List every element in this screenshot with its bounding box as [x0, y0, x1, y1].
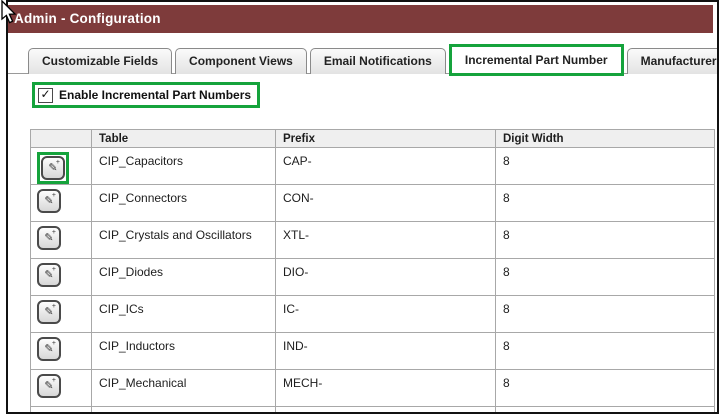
tab-bar: Customizable Fields Component Views Email … [28, 44, 717, 76]
cell-digit-width: 8 [495, 147, 715, 185]
edit-pencil-icon [44, 344, 53, 355]
edit-row-button[interactable] [37, 189, 61, 213]
enable-incremental-checkbox[interactable] [38, 87, 53, 103]
enable-incremental-label: Enable Incremental Part Numbers [59, 88, 252, 102]
edit-row-button[interactable] [41, 156, 65, 180]
cell-empty [275, 406, 496, 413]
cell-digit-width: 8 [495, 184, 715, 222]
column-header-digit-width: Digit Width [495, 129, 715, 148]
edit-pencil-icon [44, 196, 53, 207]
edit-row-button[interactable] [37, 300, 61, 324]
cell-actions [30, 369, 92, 407]
page-title: Admin - Configuration [14, 11, 161, 26]
table-row-partial [30, 406, 715, 413]
edit-row-button[interactable] [37, 374, 61, 398]
cell-empty [91, 406, 276, 413]
app-window: Admin - Configuration Customizable Field… [7, 1, 717, 413]
cell-table: CIP_Capacitors [91, 147, 276, 185]
tab-incremental-part-number[interactable]: Incremental Part Number [448, 44, 624, 76]
window-titlebar: Admin - Configuration [8, 5, 713, 33]
tab-content-pane: Enable Incremental Part Numbers TablePre… [7, 73, 717, 413]
edit-row-button[interactable] [37, 263, 61, 287]
cell-table: CIP_Diodes [91, 258, 276, 296]
tab-manufacturer-part-status[interactable]: Manufacturer Part Status [626, 48, 717, 74]
cell-prefix: XTL- [275, 221, 496, 259]
tab-email-notifications[interactable]: Email Notifications [309, 48, 446, 74]
cell-empty [30, 406, 92, 413]
cell-prefix: MECH- [275, 369, 496, 407]
cell-prefix: CON- [275, 184, 496, 222]
cell-actions [30, 221, 92, 259]
column-header-prefix: Prefix [275, 129, 496, 148]
tab-customizable-fields[interactable]: Customizable Fields [28, 48, 173, 74]
column-header-table: Table [91, 129, 276, 148]
cell-table: CIP_ICs [91, 295, 276, 333]
cell-actions [30, 147, 92, 185]
cell-digit-width: 8 [495, 369, 715, 407]
table-header-row: Table Prefix Digit Width [30, 129, 715, 148]
enable-incremental-annotation-box: Enable Incremental Part Numbers [32, 82, 261, 108]
edit-pencil-icon [48, 163, 57, 174]
cell-table: CIP_Inductors [91, 332, 276, 370]
column-header-blank [30, 129, 92, 148]
cell-table: CIP_Connectors [91, 184, 276, 222]
cell-actions [30, 258, 92, 296]
cell-prefix: DIO- [275, 258, 496, 296]
cell-digit-width: 8 [495, 221, 715, 259]
cell-prefix: IC- [275, 295, 496, 333]
edit-pencil-icon [44, 307, 53, 318]
cell-prefix: CAP- [275, 147, 496, 185]
cell-table: CIP_Mechanical [91, 369, 276, 407]
cell-actions [30, 184, 92, 222]
edit-pencil-icon [44, 233, 53, 244]
cell-digit-width: 8 [495, 332, 715, 370]
edit-button-annotation-box [37, 152, 69, 184]
edit-row-button[interactable] [37, 337, 61, 361]
table-body: CIP_CapacitorsCAP-8CIP_ConnectorsCON-8CI… [30, 147, 715, 413]
cell-prefix: IND- [275, 332, 496, 370]
cell-actions [30, 332, 92, 370]
cell-digit-width: 8 [495, 295, 715, 333]
edit-row-button[interactable] [37, 226, 61, 250]
tab-component-views[interactable]: Component Views [175, 48, 307, 74]
cell-table: CIP_Crystals and Oscillators [91, 221, 276, 259]
edit-pencil-icon [44, 381, 53, 392]
cell-empty [495, 406, 715, 413]
cell-digit-width: 8 [495, 258, 715, 296]
cell-actions [30, 295, 92, 333]
edit-pencil-icon [44, 270, 53, 281]
